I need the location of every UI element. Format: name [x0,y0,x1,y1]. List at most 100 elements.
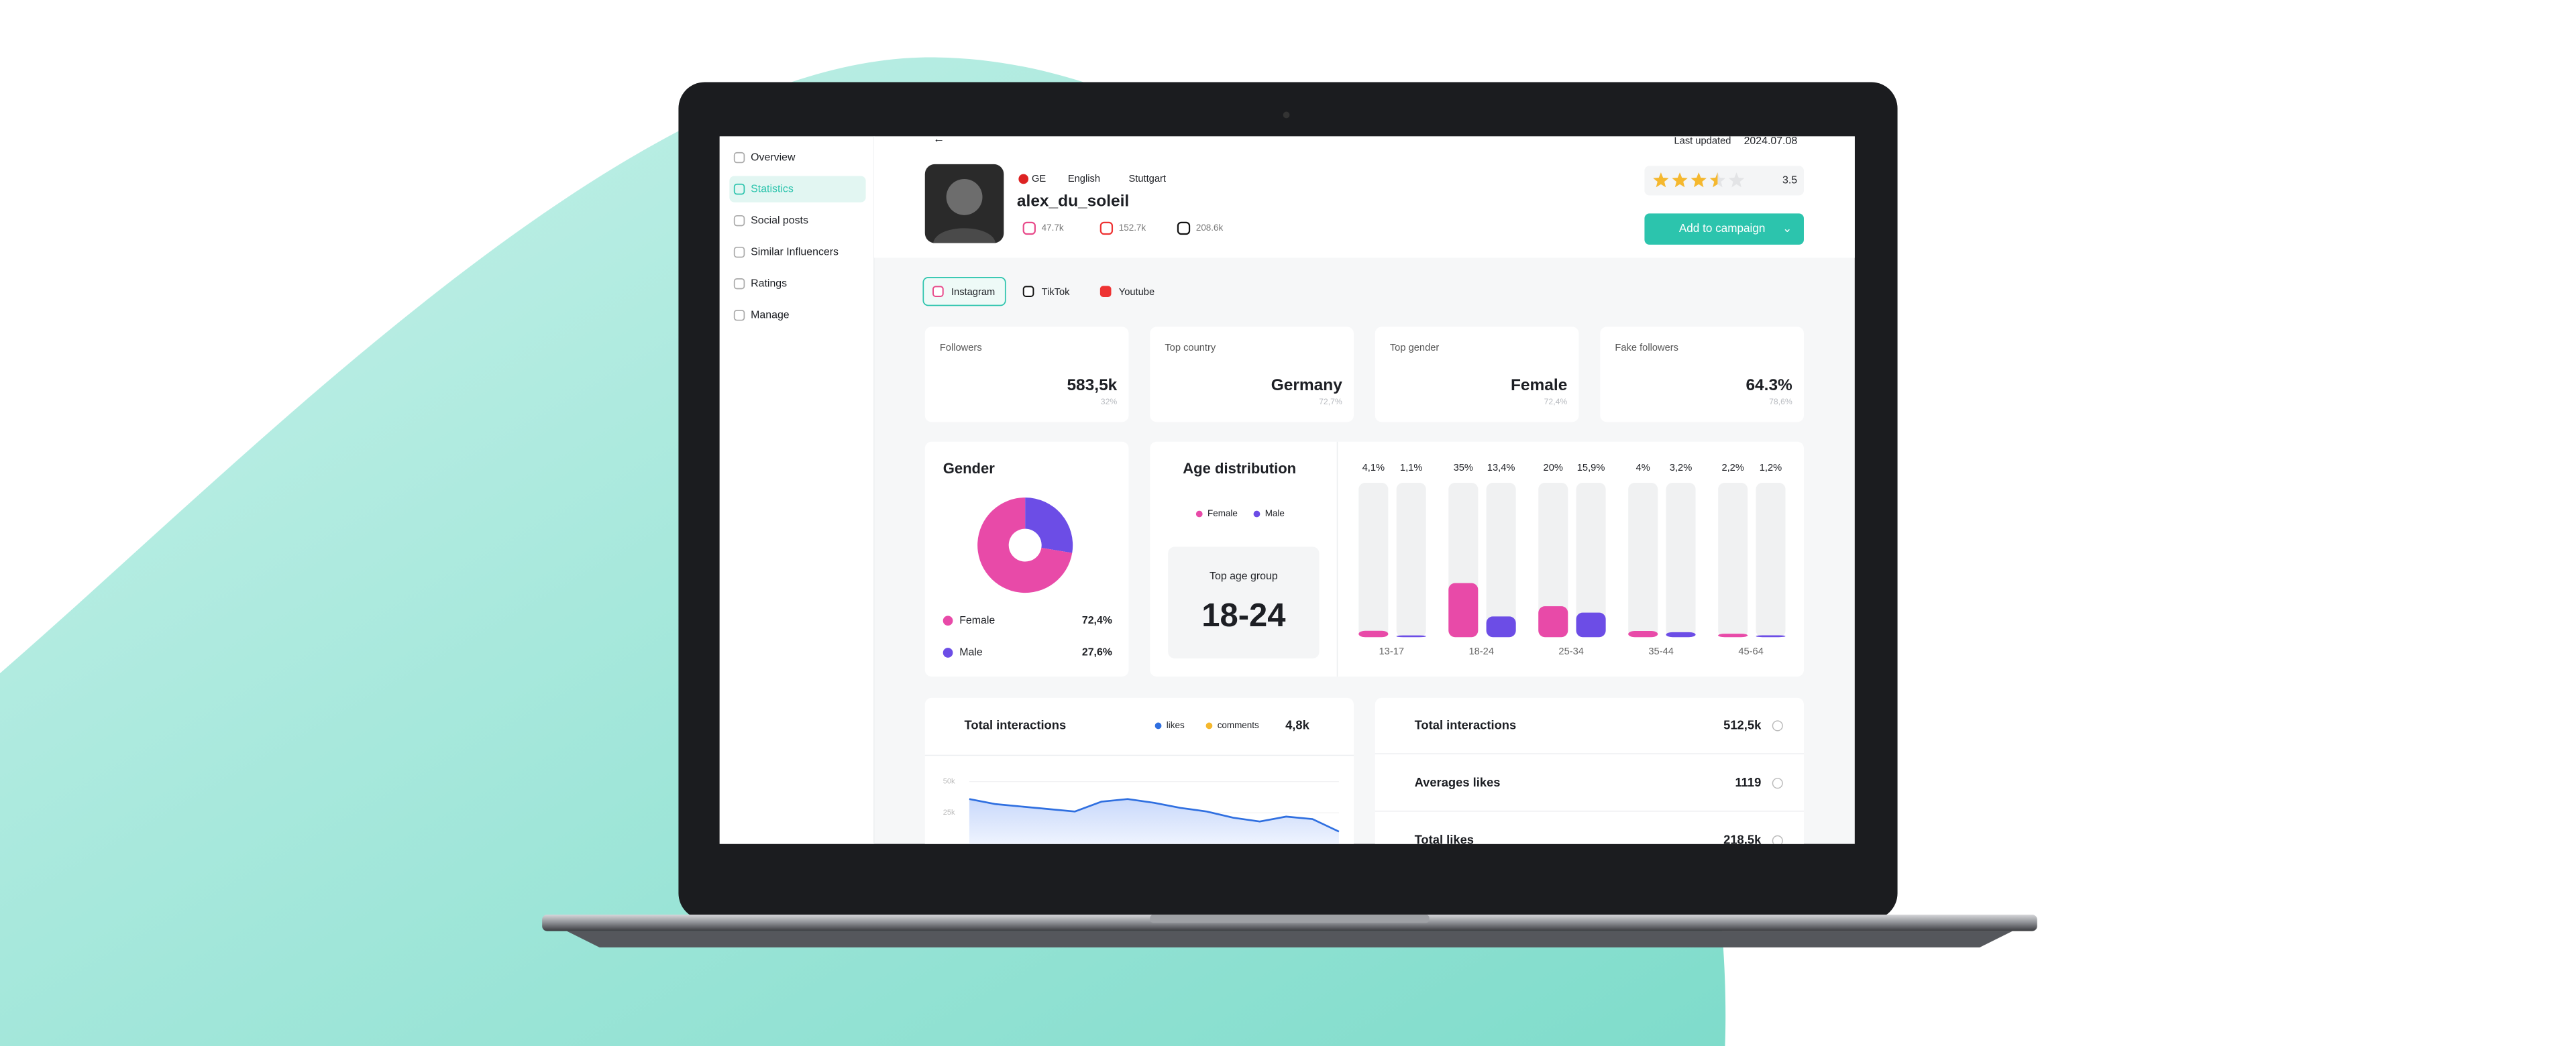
age-bar [1756,635,1786,638]
age-category: 35-44 [1648,646,1674,657]
star [1653,172,1669,188]
button-label: Add to campaign [1679,221,1766,235]
country: GE [1032,174,1046,184]
nav-item[interactable]: Manage [751,309,790,321]
nav-item[interactable]: Similar Influencers [751,246,839,257]
help-icon[interactable] [1772,835,1783,846]
age-category: 13-17 [1379,646,1404,657]
nav-item[interactable]: Overview [751,152,796,163]
bar-label: 1,2% [1760,463,1782,473]
bar-track [1628,483,1658,638]
star-empty [1728,172,1745,188]
age-bar [1358,630,1389,638]
nav-icon [733,246,745,258]
bar-label: 4,1% [1362,463,1385,473]
legend-name: Male [959,647,983,658]
bar-track [1756,483,1786,638]
card [1150,327,1354,422]
interactions-total: 4,8k [1285,717,1310,732]
social-icon [1099,221,1114,235]
interactions-line [969,798,1340,833]
stat-label: Top gender [1390,343,1440,353]
help-icon[interactable] [1772,720,1783,732]
tab-icon [1099,286,1112,298]
social-count[interactable]: 152.7k [1119,223,1146,233]
nav-item[interactable]: Statistics [751,183,794,194]
tab-active [922,277,1006,306]
tab-label[interactable]: Youtube [1119,287,1155,298]
bar-label: 1,1% [1400,463,1422,473]
stat-value: 64.3% [1746,376,1792,394]
sidebar [719,136,874,844]
nav-icon [733,310,745,321]
stat-label: Fake followers [1615,343,1678,353]
top-age-box [1168,546,1320,659]
y-tick-label: 25k [943,809,955,817]
age-bar [1448,583,1479,638]
legend-value: 27,6% [1082,647,1112,658]
help-icon[interactable] [1772,778,1783,789]
avatar-body [933,228,996,243]
age-bar [1486,616,1516,638]
stat-sub: 32% [1101,397,1118,406]
social-count[interactable]: 208.6k [1196,223,1224,233]
nav-icon [733,152,745,164]
city: Stuttgart [1128,174,1166,184]
donut-segment [1025,498,1073,553]
back-arrow[interactable]: ← [933,132,945,146]
age-bar [1718,634,1748,638]
stat-sub: 78,6% [1769,397,1792,406]
stat-value: 583,5k [1067,376,1117,394]
summary-label: Total interactions [1415,717,1517,732]
stat-label: Top country [1165,343,1216,353]
legend-dot [1205,722,1213,730]
summary-value: 1119 [1735,775,1761,789]
summary-value: 218,5k [1723,833,1762,847]
summary-value: 512,5k [1723,717,1762,732]
top-age-label: Top age group [1210,571,1278,582]
bar-label: 35% [1454,463,1473,473]
last-updated-date: 2024.07.08 [1744,135,1798,147]
star [1672,172,1688,188]
legend-name: Female [1208,508,1238,518]
legend-name: comments [1218,720,1259,730]
bar-track [1486,483,1516,638]
stat-value: Germany [1271,376,1342,394]
legend-name: Male [1265,508,1285,518]
legend-dot [1253,510,1260,518]
bar-track [1358,483,1389,638]
language: English [1068,174,1100,184]
age-bar [1666,632,1696,638]
age-category: 25-34 [1558,646,1584,657]
legend-dot [1195,510,1203,518]
bar-track [1538,483,1568,638]
social-count[interactable]: 47.7k [1042,223,1064,233]
rating-box [1644,166,1804,196]
laptop-base-bottom [566,931,2012,948]
tab-label[interactable]: Instagram [951,287,995,298]
nav-active-bg [729,176,866,202]
stat-value: Female [1511,376,1567,394]
bar-label: 4% [1636,463,1650,473]
legend-name: Female [959,615,995,626]
camera [1283,111,1290,119]
summary-card [1375,697,1804,844]
nav-icon [733,278,745,290]
legend-dot [943,616,953,626]
tab-label[interactable]: TikTok [1042,287,1071,298]
add-to-campaign-button[interactable] [1644,213,1804,245]
age-title: Age distribution [1183,460,1296,477]
tab-icon [932,286,944,298]
age-category: 45-64 [1738,646,1764,657]
bar-track [1396,483,1426,638]
summary-label: Total likes [1415,833,1474,847]
bar-label: 2,2% [1721,463,1743,473]
card [1375,327,1579,422]
username: alex_du_soleil [1017,192,1129,211]
age-category: 18-24 [1468,646,1494,657]
bar-track [1576,483,1606,638]
nav-item[interactable]: Ratings [751,278,787,289]
legend-value: 72,4% [1082,615,1112,626]
nav-item[interactable]: Social posts [751,215,808,226]
